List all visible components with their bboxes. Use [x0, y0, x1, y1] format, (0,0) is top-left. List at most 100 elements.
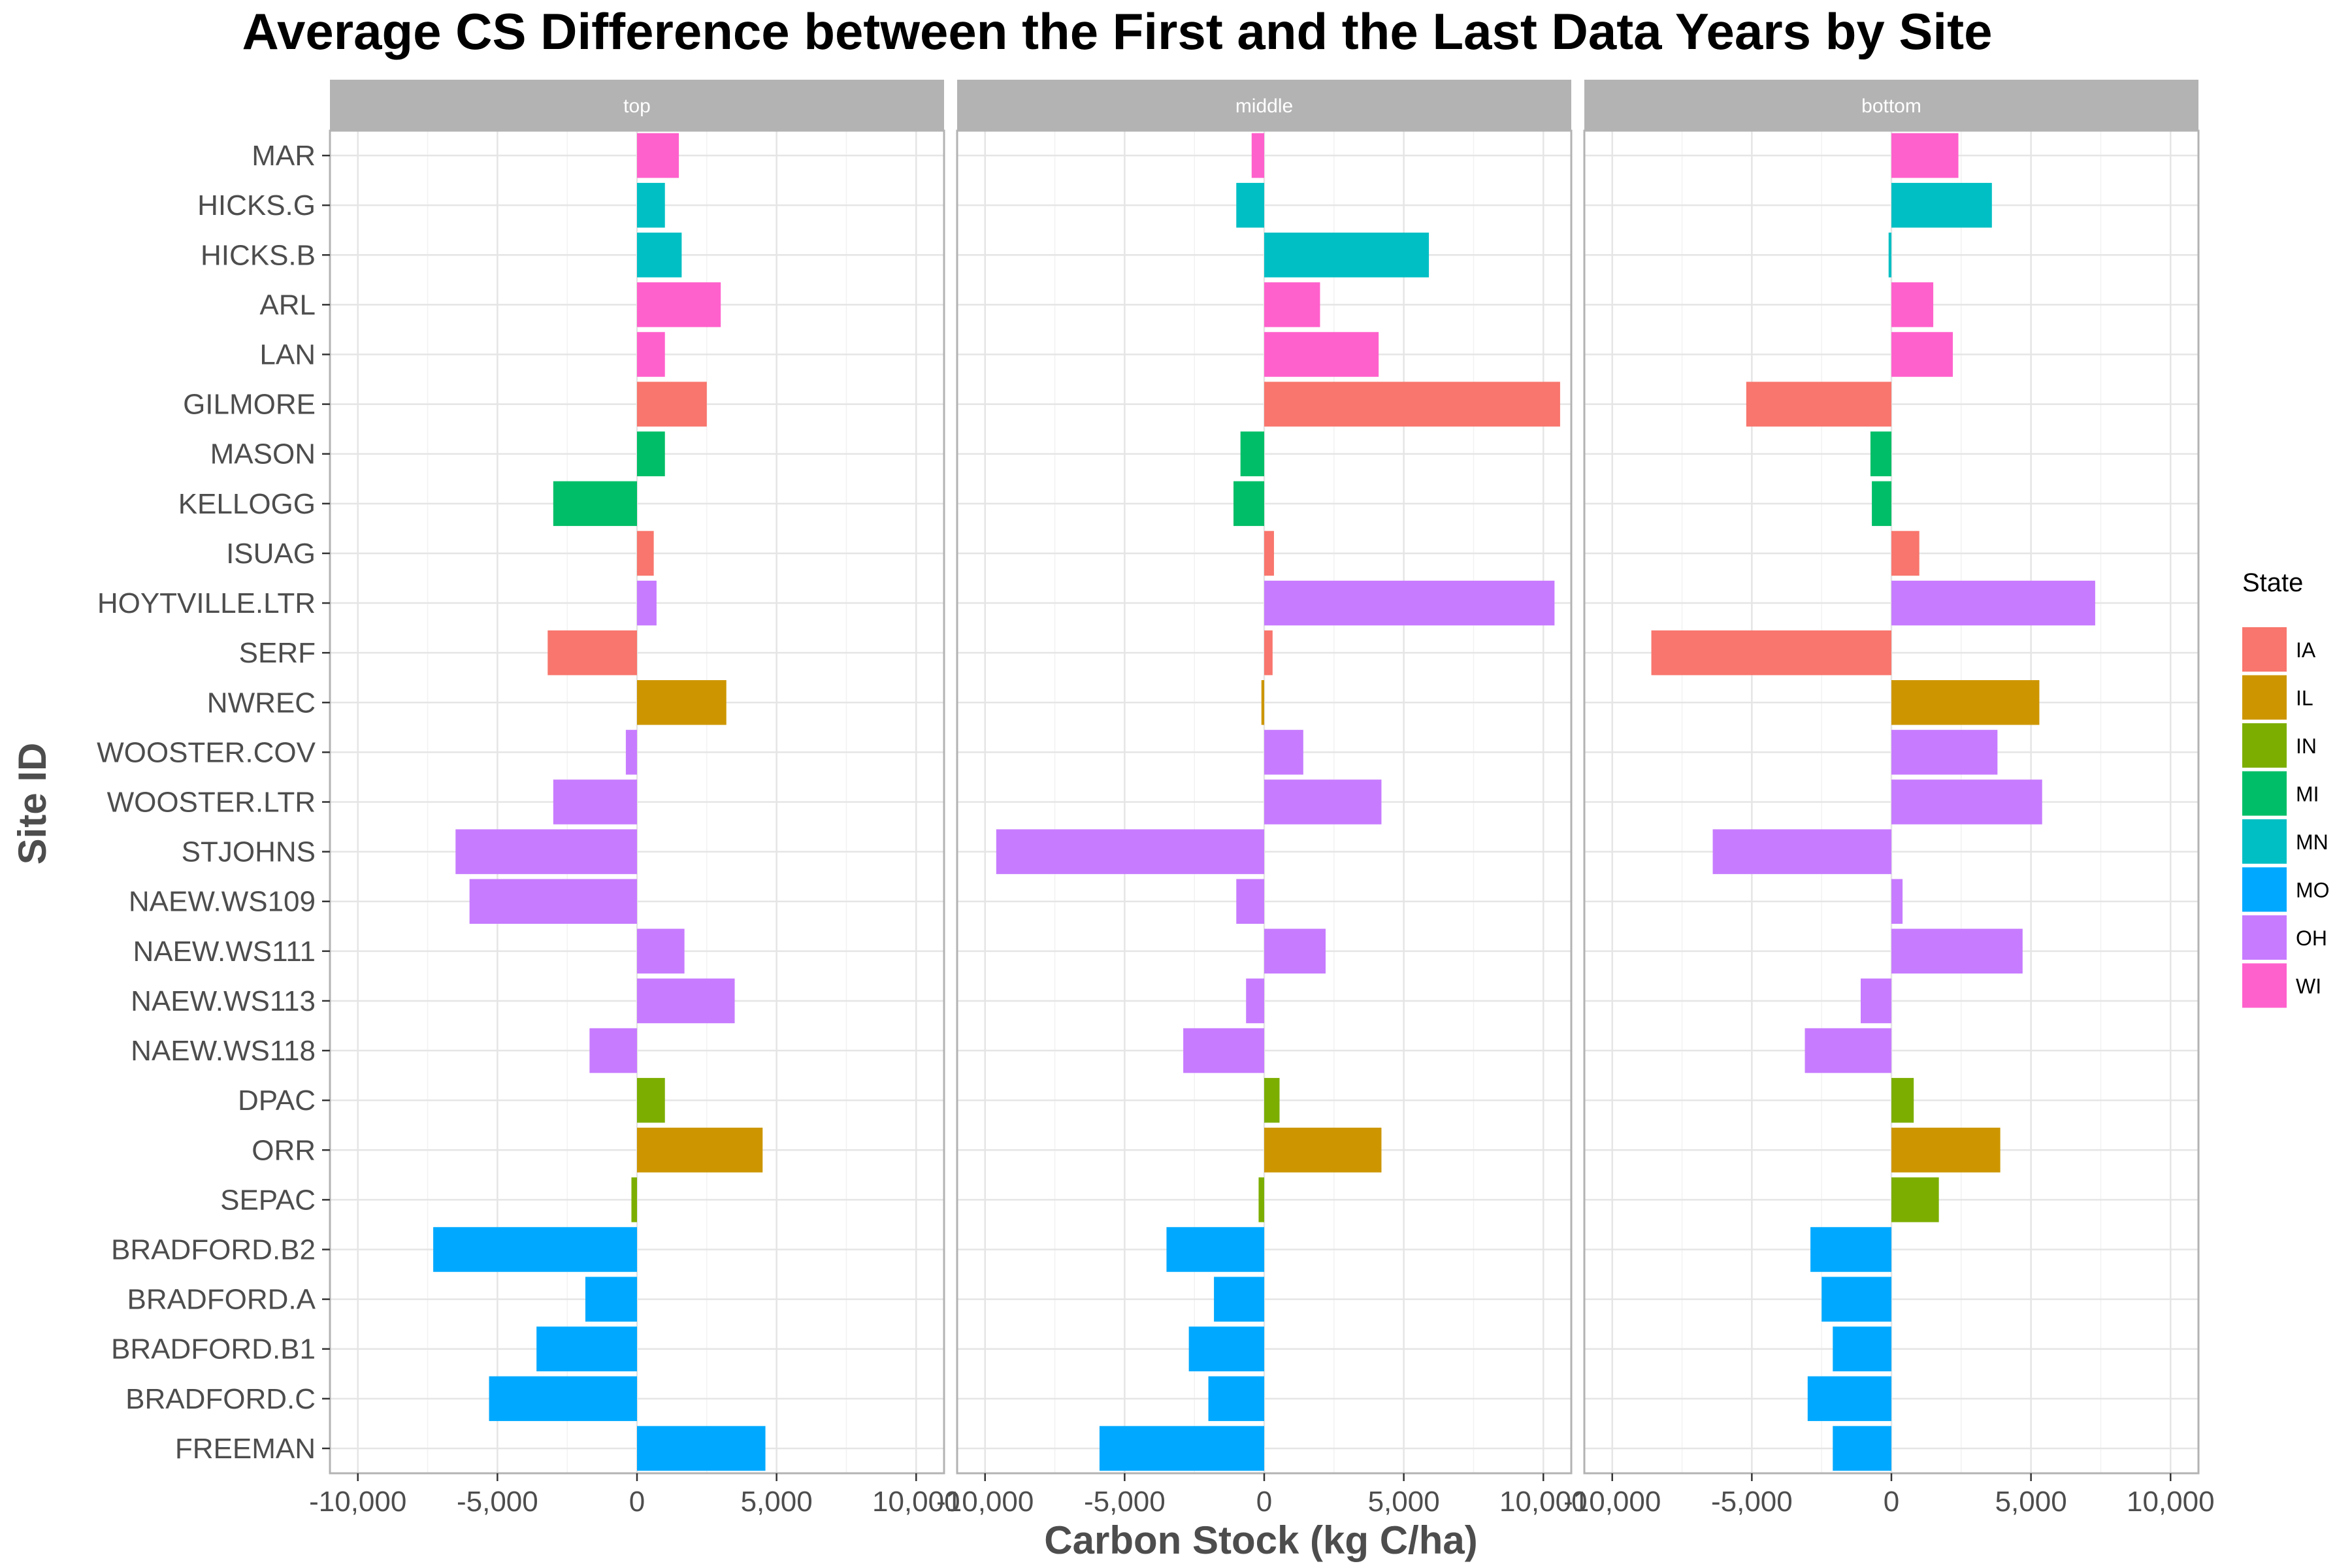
bar-middle-HICKS.G: [1236, 182, 1264, 228]
bar-middle-ISUAG: [1264, 531, 1274, 576]
panel-bottom: bottom -10,000 -5,000 0 5,000 10,000: [1563, 80, 2215, 1518]
bar-top-NAEW.WS118: [589, 1028, 637, 1073]
bar-top-GILMORE: [637, 382, 707, 427]
y-tick-label: SERF: [239, 637, 316, 669]
bar-middle-BRADFORD.A: [1214, 1277, 1264, 1322]
bar-middle-HICKS.B: [1264, 233, 1429, 278]
legend-label-WI: WI: [2296, 975, 2321, 998]
x-tick-label: 5,000: [1995, 1486, 2067, 1518]
bar-middle-LAN: [1264, 332, 1379, 377]
bar-top-MASON: [637, 431, 665, 476]
bar-middle-FREEMAN: [1099, 1426, 1264, 1471]
x-tick-label: 0: [1256, 1486, 1272, 1518]
y-tick-label: NWREC: [207, 687, 316, 719]
bar-middle-SEPAC: [1258, 1177, 1264, 1222]
bar-middle-NAEW.WS109: [1236, 879, 1264, 924]
legend-label-IN: IN: [2296, 734, 2317, 758]
bar-bottom-SEPAC: [1891, 1177, 1939, 1222]
bar-top-WOOSTER.LTR: [553, 779, 637, 825]
x-tick-label: -10,000: [1563, 1486, 1661, 1518]
legend-label-MI: MI: [2296, 783, 2319, 806]
y-tick-label: NAEW.WS109: [129, 886, 316, 918]
y-tick-label: WOOSTER.LTR: [107, 787, 316, 819]
bar-bottom-MAR: [1891, 133, 1959, 178]
y-tick-label: MAR: [252, 140, 316, 172]
legend-key-OH: [2242, 915, 2287, 960]
y-tick-label: GILMORE: [183, 389, 316, 421]
y-axis-title: Site ID: [10, 743, 54, 865]
bar-top-HICKS.B: [637, 233, 682, 278]
bar-bottom-FREEMAN: [1833, 1426, 1891, 1471]
bar-middle-DPAC: [1264, 1077, 1280, 1123]
bar-middle-BRADFORD.C: [1208, 1376, 1264, 1422]
legend-key-MO: [2242, 867, 2287, 912]
y-tick-label: FREEMAN: [175, 1433, 316, 1465]
bar-bottom-WOOSTER.COV: [1891, 730, 1998, 775]
y-tick-label: HICKS.B: [201, 239, 316, 271]
y-tick-labels: MAR HICKS.G HICKS.B ARL LAN GILMORE MASON KELLO…: [97, 140, 330, 1465]
bar-top-SERF: [547, 630, 637, 676]
strip-bottom: [1584, 80, 2198, 131]
bar-middle-NAEW.WS118: [1183, 1028, 1264, 1073]
x-tick-label: 10,000: [1499, 1486, 1588, 1518]
x-axis-title: Carbon Stock (kg C/ha): [1044, 1518, 1477, 1562]
bar-bottom-ISUAG: [1891, 531, 1919, 576]
bar-top-BRADFORD.C: [489, 1376, 637, 1422]
y-tick-label: NAEW.WS113: [131, 985, 316, 1017]
bar-bottom-KELLOGG: [1872, 481, 1891, 527]
x-tick-label: 10,000: [872, 1486, 960, 1518]
bar-bottom-NAEW.WS111: [1891, 928, 2023, 974]
bar-middle-WOOSTER.LTR: [1264, 779, 1382, 825]
y-tick-label: STJOHNS: [182, 836, 316, 868]
y-tick-label: HOYTVILLE.LTR: [97, 587, 316, 619]
bar-bottom-NAEW.WS109: [1891, 879, 1903, 924]
x-tick-label: -5,000: [1084, 1486, 1166, 1518]
legend-key-IA: [2242, 627, 2287, 672]
bar-bottom-ARL: [1891, 282, 1934, 327]
bar-bottom-MASON: [1870, 431, 1891, 476]
y-tick-label: SEPAC: [220, 1184, 316, 1216]
y-tick-label: BRADFORD.A: [127, 1284, 316, 1316]
x-tick-label: 0: [1884, 1486, 1899, 1518]
bar-middle-SERF: [1264, 630, 1273, 676]
bar-middle-STJOHNS: [996, 829, 1264, 874]
bar-top-SEPAC: [631, 1177, 637, 1222]
bar-bottom-BRADFORD.C: [1807, 1376, 1891, 1422]
bar-bottom-WOOSTER.LTR: [1891, 779, 2042, 825]
y-tick-label: NAEW.WS111: [133, 936, 316, 968]
x-tick-label: 0: [629, 1486, 645, 1518]
bar-top-LAN: [637, 332, 665, 377]
x-tick-label: 5,000: [741, 1486, 813, 1518]
bar-middle-HOYTVILLE.LTR: [1264, 580, 1555, 626]
x-tick-label: -10,000: [309, 1486, 406, 1518]
bar-middle-KELLOGG: [1233, 481, 1264, 527]
y-tick-label: LAN: [259, 339, 316, 371]
y-tick-label: ORR: [252, 1134, 316, 1166]
bar-bottom-HICKS.B: [1888, 233, 1891, 278]
bar-top-DPAC: [637, 1077, 665, 1123]
legend: State IA IL IN MI MN MO OH WI: [2242, 568, 2330, 1008]
bar-top-STJOHNS: [455, 829, 637, 874]
bar-top-BRADFORD.B2: [433, 1227, 637, 1272]
strip-label-middle: middle: [1235, 95, 1293, 117]
bar-middle-MASON: [1240, 431, 1264, 476]
bar-middle-MAR: [1251, 133, 1264, 178]
bar-top-NAEW.WS111: [637, 928, 685, 974]
bar-top-FREEMAN: [637, 1426, 766, 1471]
legend-key-IL: [2242, 675, 2287, 720]
bar-bottom-NAEW.WS113: [1861, 978, 1891, 1024]
bar-middle-ORR: [1264, 1128, 1382, 1173]
strip-middle: [957, 80, 1571, 131]
bar-middle-BRADFORD.B1: [1188, 1326, 1264, 1371]
x-tick-label: -5,000: [1711, 1486, 1793, 1518]
legend-label-IL: IL: [2296, 687, 2313, 710]
x-tick-label: -10,000: [936, 1486, 1034, 1518]
strip-label-bottom: bottom: [1861, 95, 1921, 117]
legend-label-IA: IA: [2296, 638, 2316, 662]
y-tick-label: BRADFORD.B1: [111, 1333, 316, 1365]
panel-middle: middle -10,000 -5,000 0 5,000 10,000: [936, 80, 1588, 1518]
bar-middle-NAEW.WS113: [1246, 978, 1264, 1024]
panel-top: top -10,000 -5,000 0 5,000 10,000: [309, 80, 960, 1518]
bar-top-ISUAG: [637, 531, 654, 576]
